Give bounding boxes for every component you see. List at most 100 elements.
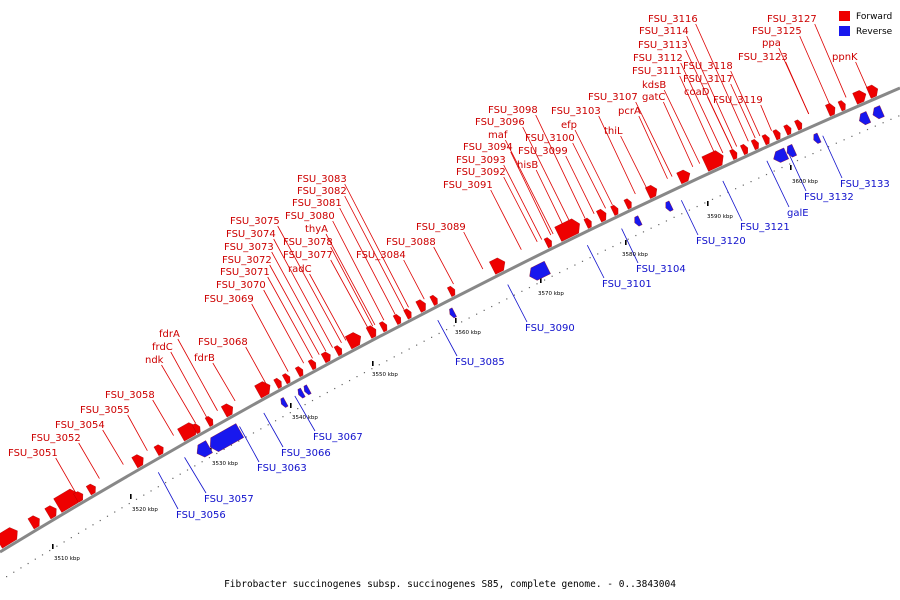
reverse-gene[interactable] xyxy=(194,440,213,460)
forward-gene-shape[interactable] xyxy=(645,183,659,199)
reverse-gene-shape[interactable] xyxy=(194,440,213,460)
forward-gene[interactable] xyxy=(282,372,292,385)
forward-gene-shape[interactable] xyxy=(344,330,364,350)
gene-label[interactable]: thiL xyxy=(604,126,623,137)
forward-gene[interactable] xyxy=(0,525,21,549)
forward-gene-shape[interactable] xyxy=(852,88,869,105)
forward-gene[interactable] xyxy=(44,504,60,520)
forward-gene-shape[interactable] xyxy=(307,358,318,371)
forward-gene[interactable] xyxy=(610,204,620,216)
gene-label[interactable]: FSU_3055 xyxy=(80,405,130,416)
forward-gene-shape[interactable] xyxy=(220,402,236,418)
gene-label[interactable]: FSU_3103 xyxy=(551,106,601,117)
forward-gene-shape[interactable] xyxy=(543,236,554,249)
gene-label[interactable]: FSU_3073 xyxy=(224,242,274,253)
forward-gene[interactable] xyxy=(403,308,414,320)
reverse-gene-shape[interactable] xyxy=(206,423,244,455)
gene-label[interactable]: FSU_3051 xyxy=(8,448,58,459)
reverse-gene[interactable] xyxy=(526,260,551,282)
reverse-gene-shape[interactable] xyxy=(279,397,289,408)
reverse-gene[interactable] xyxy=(302,384,312,396)
forward-gene-shape[interactable] xyxy=(866,83,880,99)
gene-label[interactable]: fdrB xyxy=(194,353,215,364)
forward-gene[interactable] xyxy=(729,148,739,160)
forward-gene-shape[interactable] xyxy=(131,453,147,469)
reverse-gene[interactable] xyxy=(857,111,872,126)
forward-gene[interactable] xyxy=(153,443,166,456)
gene-label[interactable]: FSU_3125 xyxy=(752,26,802,37)
forward-gene-shape[interactable] xyxy=(429,294,440,306)
forward-gene-shape[interactable] xyxy=(676,168,693,185)
gene-label[interactable]: FSU_3058 xyxy=(105,390,155,401)
forward-gene[interactable] xyxy=(676,168,693,185)
forward-gene[interactable] xyxy=(543,236,554,249)
forward-gene-shape[interactable] xyxy=(378,320,389,333)
gene-label[interactable]: FSU_3104 xyxy=(636,264,686,275)
reverse-gene[interactable] xyxy=(870,105,885,120)
gene-label[interactable]: FSU_3068 xyxy=(198,337,248,348)
gene-label[interactable]: FSU_3081 xyxy=(292,198,342,209)
gene-label[interactable]: FSU_3080 xyxy=(285,211,335,222)
forward-gene-shape[interactable] xyxy=(282,372,292,385)
forward-gene-shape[interactable] xyxy=(0,525,21,549)
forward-gene[interactable] xyxy=(320,350,333,364)
gene-label[interactable]: FSU_3100 xyxy=(525,133,575,144)
gene-label[interactable]: FSU_3072 xyxy=(222,255,272,266)
forward-gene-shape[interactable] xyxy=(254,379,273,399)
forward-gene-shape[interactable] xyxy=(623,198,634,210)
forward-gene[interactable] xyxy=(866,83,880,99)
forward-gene[interactable] xyxy=(294,365,305,378)
forward-gene-shape[interactable] xyxy=(554,217,584,242)
forward-gene-shape[interactable] xyxy=(701,148,727,172)
reverse-gene-shape[interactable] xyxy=(785,144,797,158)
gene-label[interactable]: pcrA xyxy=(618,106,641,117)
gene-label[interactable]: FSU_3052 xyxy=(31,433,81,444)
forward-gene[interactable] xyxy=(645,183,659,199)
gene-label[interactable]: FSU_3099 xyxy=(518,146,568,157)
forward-gene-shape[interactable] xyxy=(740,143,750,156)
gene-label[interactable]: FSU_3077 xyxy=(283,250,333,261)
reverse-gene[interactable] xyxy=(448,307,457,319)
forward-gene[interactable] xyxy=(623,198,634,210)
reverse-gene-shape[interactable] xyxy=(870,105,885,120)
reverse-gene[interactable] xyxy=(279,397,289,408)
forward-gene-shape[interactable] xyxy=(415,298,429,313)
forward-gene-shape[interactable] xyxy=(783,124,794,136)
forward-gene-shape[interactable] xyxy=(204,415,215,427)
gene-label[interactable]: FSU_3092 xyxy=(456,167,506,178)
forward-gene-shape[interactable] xyxy=(333,344,344,357)
forward-gene-shape[interactable] xyxy=(489,256,508,275)
gene-label[interactable]: FSU_3085 xyxy=(455,357,505,368)
gene-label[interactable]: maf xyxy=(488,130,508,141)
reverse-gene[interactable] xyxy=(632,215,643,228)
forward-gene[interactable] xyxy=(73,490,85,503)
reverse-gene[interactable] xyxy=(771,147,789,165)
forward-gene-shape[interactable] xyxy=(583,217,594,229)
gene-label[interactable]: FSU_3084 xyxy=(356,250,406,261)
forward-gene[interactable] xyxy=(750,138,761,151)
gene-label[interactable]: FSU_3067 xyxy=(313,432,363,443)
gene-label[interactable]: FSU_3114 xyxy=(639,26,689,37)
gene-label[interactable]: FSU_3113 xyxy=(638,40,688,51)
forward-gene[interactable] xyxy=(273,377,284,389)
reverse-gene[interactable] xyxy=(664,200,674,213)
forward-gene[interactable] xyxy=(85,482,98,496)
reverse-gene[interactable] xyxy=(785,144,797,158)
reverse-gene-shape[interactable] xyxy=(812,132,822,145)
forward-gene[interactable] xyxy=(583,217,594,229)
forward-gene[interactable] xyxy=(825,102,837,117)
gene-label[interactable]: FSU_3107 xyxy=(588,92,638,103)
gene-label[interactable]: FSU_3066 xyxy=(281,448,331,459)
gene-label[interactable]: coaD xyxy=(684,87,710,98)
reverse-gene-shape[interactable] xyxy=(302,384,312,396)
forward-gene[interactable] xyxy=(837,99,848,112)
forward-gene[interactable] xyxy=(254,379,273,399)
gene-label[interactable]: gatC xyxy=(642,92,665,103)
gene-label[interactable]: FSU_3120 xyxy=(696,236,746,247)
gene-label[interactable]: FSU_3133 xyxy=(840,179,890,190)
forward-gene-shape[interactable] xyxy=(403,308,414,320)
forward-gene-shape[interactable] xyxy=(44,504,60,520)
forward-gene-shape[interactable] xyxy=(392,313,403,325)
forward-gene[interactable] xyxy=(447,285,457,297)
reverse-gene[interactable] xyxy=(812,132,822,145)
